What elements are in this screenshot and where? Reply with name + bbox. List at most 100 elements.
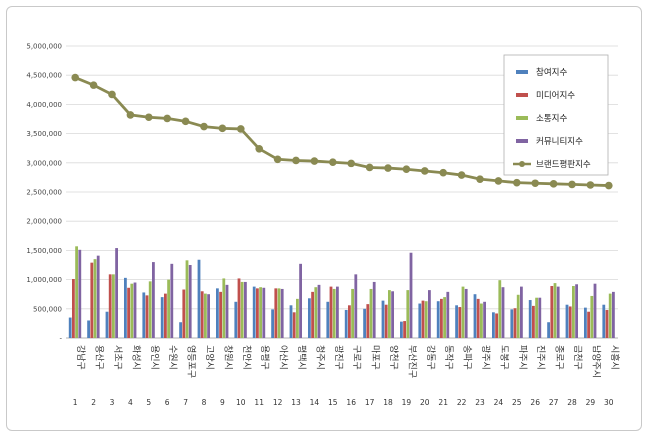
bar [520,286,523,338]
x-category-label: 광주시 [480,345,492,370]
bar [501,287,505,338]
bar [513,308,517,338]
x-rank-label: 24 [494,398,504,407]
line-point [145,113,153,122]
bar [608,293,612,338]
line-point [513,178,521,187]
x-rank-label: 19 [402,398,412,407]
x-category-label: 양천구 [388,345,399,370]
bar [587,311,590,338]
bar [112,274,115,338]
legend-swatch-marker [519,161,525,167]
x-category-label: 부산진구 [406,345,417,378]
bar [602,304,606,338]
y-tick-label: 2,500,000 [26,189,62,197]
y-tick-label: 3,500,000 [26,130,62,138]
line-point [365,163,374,172]
bar [234,301,238,338]
bar [354,274,358,338]
y-axis-ticks: - 500,000 1,000,000 1,500,000 2,000,000 2,500… [26,43,62,343]
x-category-label: 강동구 [425,345,436,370]
bar [428,290,431,338]
x-rank-label: 26 [530,398,540,407]
x-category-label: 아산시 [278,345,289,370]
bar [207,294,210,338]
x-rank-label: 28 [567,398,577,407]
bar [538,297,542,338]
bar [93,259,97,338]
bar [363,308,366,338]
bar [299,263,302,338]
bar [317,284,321,338]
bar [532,305,535,338]
x-category-label: 마포구 [370,345,381,370]
bar [388,290,391,338]
legend-label: 미디어지수 [536,90,575,101]
bar [271,309,274,338]
bar [344,309,348,338]
line-point [549,180,558,188]
bar [547,322,550,338]
x-rank-label: 10 [236,398,246,407]
x-rank-label: 13 [291,398,301,407]
bar [130,283,134,338]
x-rank-label: 27 [549,398,559,407]
bar [565,304,569,338]
line-point [126,111,135,119]
y-tick-label: 2,000,000 [26,218,62,226]
line-point [457,171,466,179]
line-point [71,73,79,82]
bar [311,291,314,338]
x-category-label: 동작구 [443,345,454,370]
bar [219,291,222,338]
x-rank-label: 25 [512,398,522,407]
bar [336,286,339,338]
x-category-label: 용평구 [259,345,270,370]
bar [197,259,201,338]
bar [575,284,578,338]
legend-label: 소통지수 [536,114,567,124]
bar [495,313,498,338]
bar [528,300,532,338]
y-tick-label: 4,000,000 [26,101,62,109]
x-rank-label: 4 [128,398,133,407]
bar [90,262,94,338]
bar [605,309,609,338]
x-category-label: 수원시 [167,345,178,370]
x-category-label: 평택시 [296,345,307,370]
line-point [402,165,411,174]
x-category-label: 용산구 [94,345,105,370]
bar [87,320,90,338]
y-tick-label: 1,000,000 [26,276,62,284]
bar [418,303,422,338]
line-point [586,181,595,189]
bar [274,288,278,338]
bar [406,290,410,338]
line-series [71,73,613,190]
bar [68,317,72,338]
line-point [292,156,300,165]
x-rank-label: 18 [383,398,393,407]
x-rank-label: 9 [220,398,225,407]
bar [124,277,127,338]
line-point [347,159,356,168]
bar [164,293,167,338]
line-point [89,81,98,89]
bar [421,300,425,338]
x-rank-label: 5 [146,398,151,407]
x-category-label: 도봉구 [498,345,509,370]
bar [492,312,495,338]
line-point [494,177,503,185]
bar [455,305,458,338]
x-category-label: 송파구 [462,345,473,370]
bar [593,283,597,338]
x-category-label: 용인시 [149,345,160,370]
x-category-label: 창원시 [222,345,233,370]
legend-label: 참여지수 [536,67,567,78]
x-rank-label: 1 [73,398,78,407]
x-category-label: 영등포구 [186,345,197,378]
bar [366,304,370,338]
bar [572,286,575,338]
line-point [568,180,576,189]
